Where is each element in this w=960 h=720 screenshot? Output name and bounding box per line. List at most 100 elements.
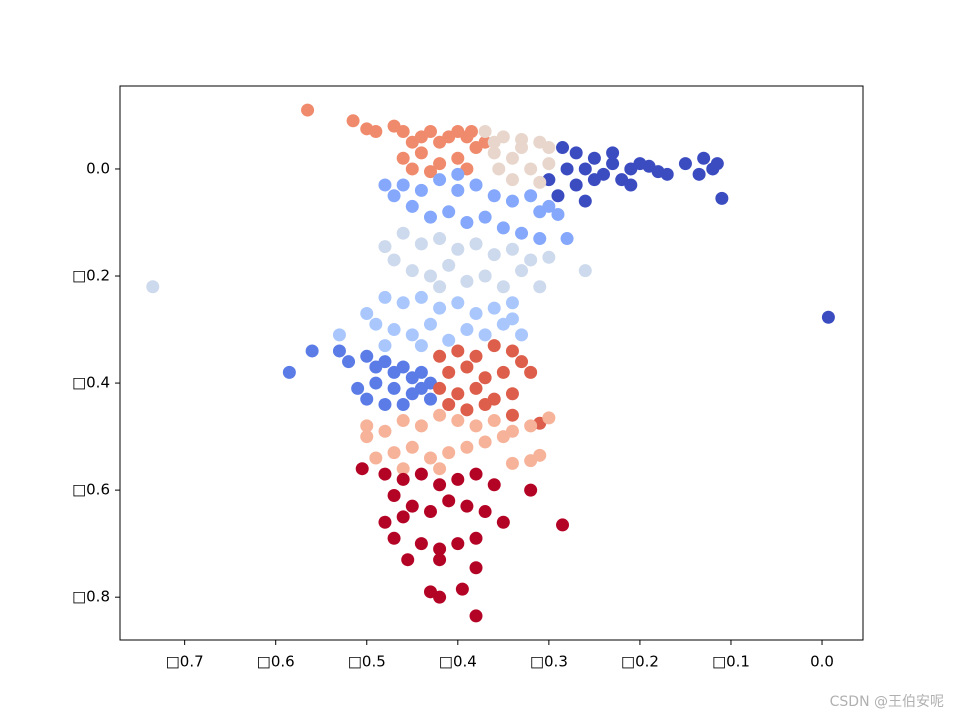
point <box>433 478 447 492</box>
point <box>396 360 410 374</box>
point <box>492 162 506 176</box>
point <box>396 226 410 240</box>
point <box>478 124 492 138</box>
point <box>587 173 601 187</box>
point <box>396 414 410 428</box>
point <box>560 162 574 176</box>
point <box>414 365 428 379</box>
point <box>433 381 447 395</box>
point <box>451 296 465 310</box>
point <box>487 414 501 428</box>
point <box>414 237 428 251</box>
point <box>405 162 419 176</box>
point <box>396 124 410 138</box>
point <box>442 365 456 379</box>
point <box>505 151 519 165</box>
point <box>414 290 428 304</box>
point <box>351 381 365 395</box>
point <box>487 339 501 353</box>
point <box>433 590 447 604</box>
point <box>332 344 346 358</box>
point <box>346 114 360 128</box>
point <box>378 467 392 481</box>
point <box>455 582 469 596</box>
x-tick-label: □0.4 <box>439 653 477 671</box>
point <box>578 264 592 278</box>
point <box>515 141 529 155</box>
point <box>524 419 538 433</box>
point <box>460 274 474 288</box>
point <box>556 141 570 155</box>
point <box>692 167 706 181</box>
point <box>578 194 592 208</box>
point <box>505 344 519 358</box>
point <box>433 408 447 422</box>
point <box>478 397 492 411</box>
point <box>469 609 483 623</box>
point <box>478 269 492 283</box>
point <box>469 349 483 363</box>
point <box>505 296 519 310</box>
point <box>360 349 374 363</box>
point <box>460 360 474 374</box>
point <box>515 355 529 369</box>
point <box>387 531 401 545</box>
point <box>478 135 492 149</box>
point <box>433 157 447 171</box>
point <box>697 151 711 165</box>
point <box>442 494 456 508</box>
point <box>469 178 483 192</box>
point <box>301 103 315 117</box>
point <box>505 387 519 401</box>
point <box>560 232 574 246</box>
point <box>433 173 447 187</box>
point <box>505 242 519 256</box>
point <box>569 146 583 160</box>
x-tick-label: □0.3 <box>530 653 568 671</box>
point <box>496 365 510 379</box>
point <box>423 165 437 179</box>
point <box>505 456 519 470</box>
point <box>433 349 447 363</box>
point <box>524 253 538 267</box>
y-tick-label: □0.4 <box>72 374 110 392</box>
point <box>378 290 392 304</box>
point <box>821 310 835 324</box>
point <box>451 242 465 256</box>
point <box>433 301 447 315</box>
point <box>469 306 483 320</box>
point <box>442 446 456 460</box>
x-tick-label: □0.6 <box>257 653 295 671</box>
point <box>360 392 374 406</box>
point <box>542 141 556 155</box>
point <box>478 328 492 342</box>
point <box>505 408 519 422</box>
point <box>533 175 547 189</box>
point <box>460 403 474 417</box>
point <box>524 189 538 203</box>
y-tick-label: □0.2 <box>72 267 110 285</box>
y-tick-label: 0.0 <box>86 159 110 177</box>
point <box>451 537 465 551</box>
point <box>405 264 419 278</box>
point <box>146 280 160 294</box>
point <box>369 124 383 138</box>
point <box>460 499 474 513</box>
point <box>396 472 410 486</box>
point <box>423 505 437 519</box>
point <box>396 296 410 310</box>
point <box>305 344 319 358</box>
point <box>556 518 570 532</box>
point <box>678 157 692 171</box>
point <box>414 381 428 395</box>
point <box>423 317 437 331</box>
point <box>487 135 501 149</box>
point <box>524 483 538 497</box>
point <box>396 151 410 165</box>
point <box>578 162 592 176</box>
point <box>515 328 529 342</box>
point <box>533 448 547 462</box>
point <box>606 146 620 160</box>
point <box>369 317 383 331</box>
